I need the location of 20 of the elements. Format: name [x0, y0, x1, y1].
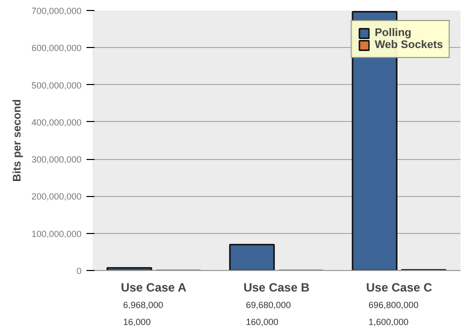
legend-label: Web Sockets — [374, 39, 443, 51]
y-tick-label: 700,000,000 — [31, 6, 82, 16]
y-tick-label: 0 — [76, 266, 82, 276]
x-tick-label: Use Case C — [366, 280, 433, 294]
y-axis-title: Bits per second — [11, 99, 24, 182]
data-label: 696,800,000 — [368, 300, 419, 310]
x-tick-label: Use Case A — [120, 280, 187, 294]
x-tick-label: Use Case B — [243, 280, 310, 294]
data-label: 6,968,000 — [123, 300, 164, 310]
data-label: 69,680,000 — [246, 300, 291, 310]
data-label: 1,600,000 — [368, 316, 409, 327]
y-tick-label: 100,000,000 — [31, 228, 82, 239]
y-tick-label: 400,000,000 — [31, 117, 82, 128]
y-tick-label: 600,000,000 — [31, 43, 82, 54]
y-tick-label: 500,000,000 — [31, 80, 82, 90]
legend-label: Polling — [374, 27, 412, 39]
y-tick-label: 200,000,000 — [31, 192, 82, 202]
data-label: 16,000 — [123, 316, 151, 327]
y-tick-label: 300,000,000 — [31, 154, 82, 165]
data-label: 160,000 — [246, 316, 278, 327]
